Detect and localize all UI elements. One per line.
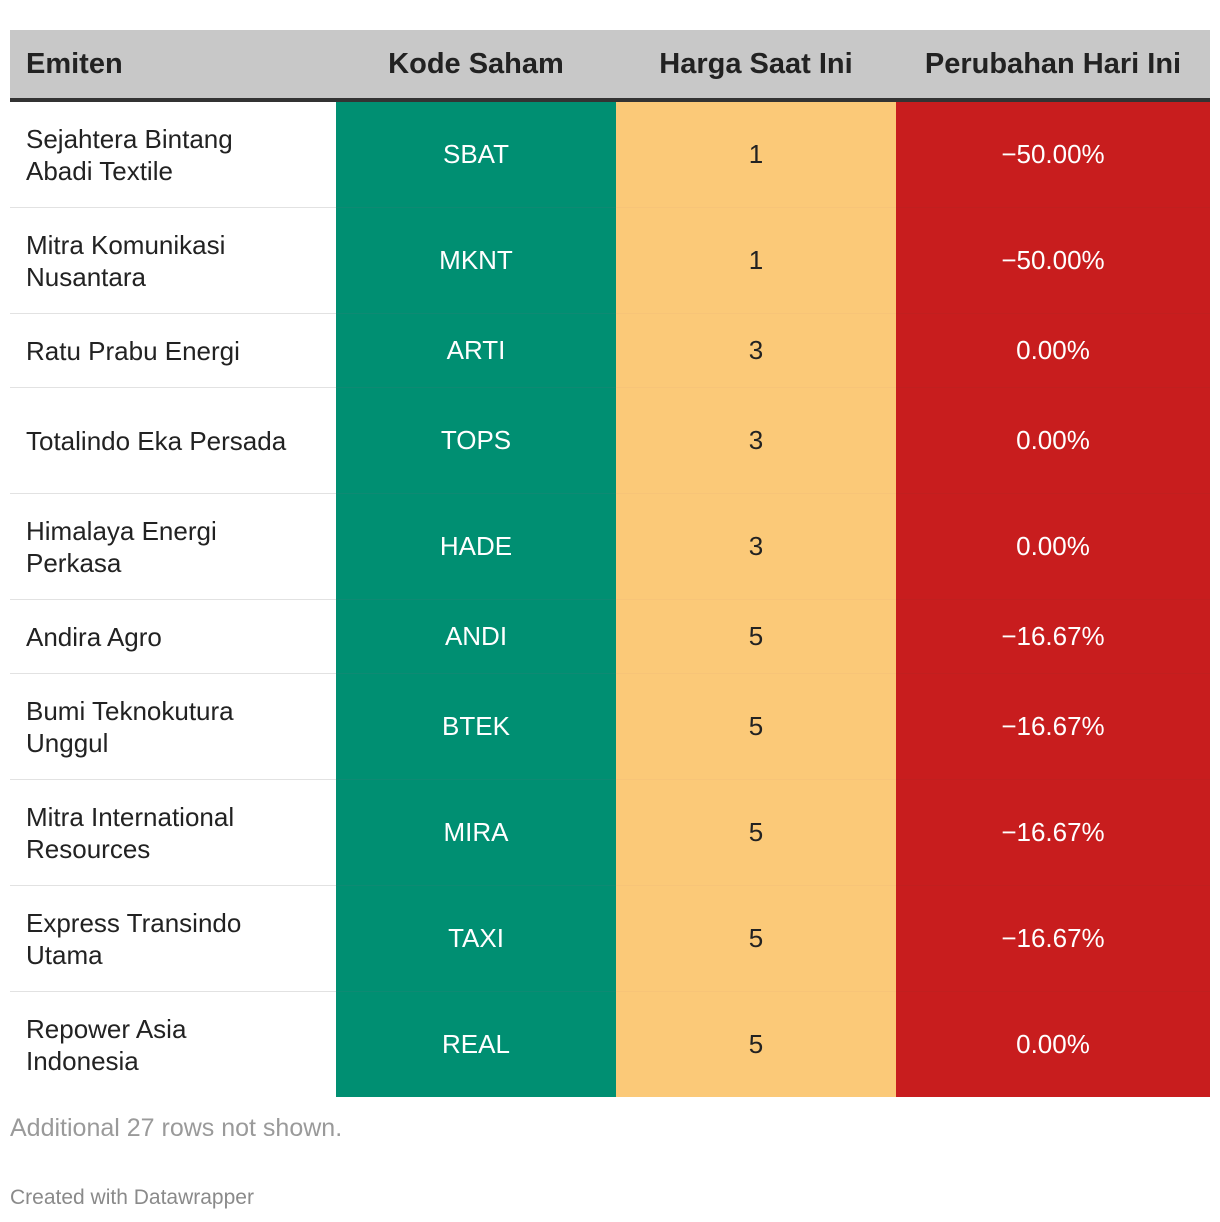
cell-harga: 3: [616, 387, 896, 494]
cell-harga: 5: [616, 779, 896, 886]
cell-emiten: Bumi Teknokutura Unggul: [10, 673, 336, 780]
cell-emiten: Ratu Prabu Energi: [10, 313, 336, 388]
cell-perubahan: −50.00%: [896, 207, 1210, 314]
table-row: Ratu Prabu Energi ARTI 3 0.00%: [10, 313, 1210, 388]
data-table: Emiten Kode Saham Harga Saat Ini Perubah…: [10, 30, 1210, 1097]
cell-kode-saham: ARTI: [336, 313, 616, 388]
cell-harga: 1: [616, 207, 896, 314]
table-row: Mitra Komunikasi Nusantara MKNT 1 −50.00…: [10, 207, 1210, 314]
table-header-row: Emiten Kode Saham Harga Saat Ini Perubah…: [10, 30, 1210, 102]
cell-kode-saham: HADE: [336, 493, 616, 600]
cell-kode-saham: ANDI: [336, 599, 616, 674]
cell-kode-saham: SBAT: [336, 100, 616, 208]
cell-perubahan: 0.00%: [896, 493, 1210, 600]
column-header-perubahan[interactable]: Perubahan Hari Ini: [896, 30, 1210, 102]
table-row: Himalaya Energi Perkasa HADE 3 0.00%: [10, 493, 1210, 600]
table-row: Repower Asia Indonesia REAL 5 0.00%: [10, 991, 1210, 1097]
cell-emiten: Express Transindo Utama: [10, 885, 336, 992]
rows-not-shown-note: Additional 27 rows not shown.: [10, 1114, 343, 1142]
cell-harga: 3: [616, 493, 896, 600]
table-row: Express Transindo Utama TAXI 5 −16.67%: [10, 885, 1210, 992]
cell-emiten: Sejahtera Bintang Abadi Textile: [10, 100, 336, 208]
cell-kode-saham: MKNT: [336, 207, 616, 314]
cell-perubahan: −16.67%: [896, 885, 1210, 992]
column-header-emiten[interactable]: Emiten: [10, 30, 336, 102]
cell-perubahan: −50.00%: [896, 100, 1210, 208]
cell-harga: 5: [616, 991, 896, 1097]
cell-harga: 1: [616, 100, 896, 208]
cell-kode-saham: TOPS: [336, 387, 616, 494]
cell-kode-saham: BTEK: [336, 673, 616, 780]
table-row: Andira Agro ANDI 5 −16.67%: [10, 599, 1210, 674]
cell-harga: 3: [616, 313, 896, 388]
cell-perubahan: 0.00%: [896, 387, 1210, 494]
cell-kode-saham: TAXI: [336, 885, 616, 992]
cell-emiten: Mitra International Resources: [10, 779, 336, 886]
table-row: Mitra International Resources MIRA 5 −16…: [10, 779, 1210, 886]
cell-perubahan: −16.67%: [896, 673, 1210, 780]
column-header-harga[interactable]: Harga Saat Ini: [616, 30, 896, 102]
cell-harga: 5: [616, 673, 896, 780]
cell-perubahan: 0.00%: [896, 313, 1210, 388]
cell-harga: 5: [616, 885, 896, 992]
table-row: Bumi Teknokutura Unggul BTEK 5 −16.67%: [10, 673, 1210, 780]
datawrapper-credit: Created with Datawrapper: [10, 1186, 254, 1209]
cell-harga: 5: [616, 599, 896, 674]
cell-perubahan: −16.67%: [896, 779, 1210, 886]
cell-emiten: Mitra Komunikasi Nusantara: [10, 207, 336, 314]
cell-emiten: Repower Asia Indonesia: [10, 991, 336, 1097]
table-row: Totalindo Eka Persada TOPS 3 0.00%: [10, 387, 1210, 494]
table-row: Sejahtera Bintang Abadi Textile SBAT 1 −…: [10, 100, 1210, 208]
cell-kode-saham: REAL: [336, 991, 616, 1097]
cell-emiten: Andira Agro: [10, 599, 336, 674]
column-header-kode-saham[interactable]: Kode Saham: [336, 30, 616, 102]
data-table-container: Emiten Kode Saham Harga Saat Ini Perubah…: [10, 30, 1210, 1097]
cell-emiten: Totalindo Eka Persada: [10, 387, 336, 494]
cell-emiten: Himalaya Energi Perkasa: [10, 493, 336, 600]
cell-perubahan: 0.00%: [896, 991, 1210, 1097]
cell-perubahan: −16.67%: [896, 599, 1210, 674]
cell-kode-saham: MIRA: [336, 779, 616, 886]
